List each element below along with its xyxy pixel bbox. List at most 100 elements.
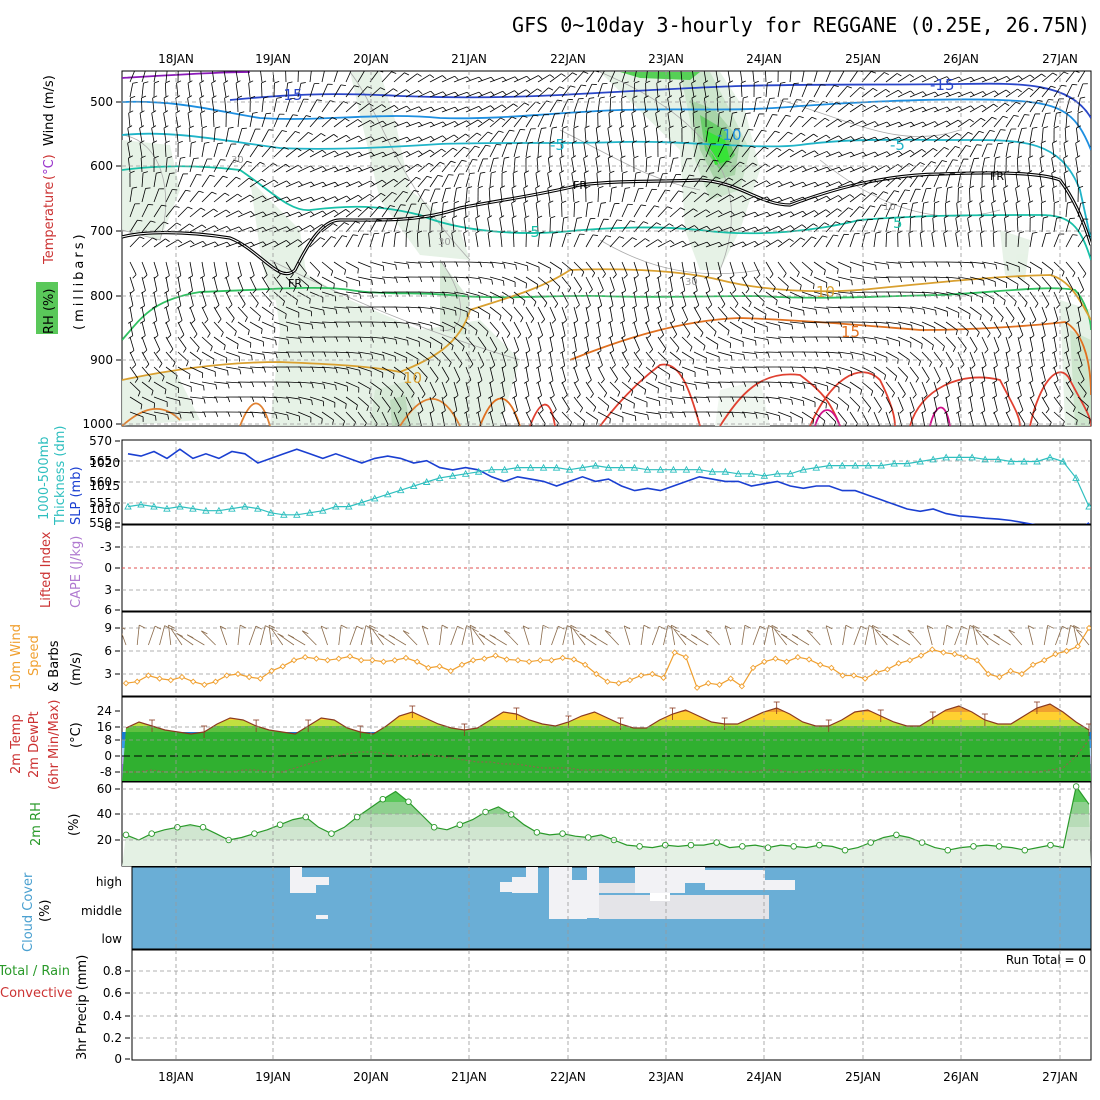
- y-tick-label: -8: [100, 765, 112, 779]
- svg-text:1000-500mb: 1000-500mb: [37, 436, 52, 520]
- y-tick-label: 0.8: [103, 964, 122, 978]
- wind-speed-point: [425, 664, 432, 672]
- wind-speed-point: [1018, 670, 1025, 678]
- thickness-point: [721, 467, 730, 475]
- y-tick-label: 9: [104, 621, 112, 635]
- y-tick-label: 900: [90, 353, 113, 367]
- wind-speed-point: [492, 652, 499, 659]
- temp2m-ylabels: 2m Temp 2m DewPt (6hr Min/Max) (°C): [9, 700, 84, 790]
- wind-speed-point: [940, 649, 947, 656]
- wind-speed-point: [1029, 661, 1037, 668]
- thickness-point: [500, 465, 509, 473]
- wind-speed-point: [380, 658, 387, 665]
- bottom-day-labels: 18JAN 19JAN 20JAN 21JAN 22JAN 23JAN 24JAN 25JAN…: [158, 1070, 1078, 1084]
- rh-point: [944, 846, 952, 854]
- thickness-point: [591, 461, 600, 469]
- svg-text:5: 5: [893, 214, 903, 232]
- chart-title: GFS 0~10day 3-hourly for REGGANE (0.25E,…: [512, 13, 1090, 37]
- thickness-point: [254, 504, 262, 512]
- thickness-point: [513, 463, 522, 471]
- thickness-point: [669, 465, 678, 473]
- y-tick-label: 6: [104, 603, 112, 617]
- thickness-point: [280, 510, 288, 518]
- thickness-point: [241, 502, 249, 510]
- svg-text:Total / Rain: Total / Rain: [0, 964, 70, 979]
- wind-speed-point: [145, 672, 152, 679]
- wind-speed-point: [234, 670, 242, 678]
- y-tick-label: 0: [104, 749, 112, 763]
- cloud-level-label: middle: [81, 904, 122, 918]
- svg-text:30: 30: [231, 155, 244, 166]
- thickness-point: [461, 469, 470, 477]
- wind-speed-point: [985, 670, 992, 678]
- wind-speed-point: [962, 653, 969, 661]
- wind-speed-point: [637, 672, 645, 679]
- wind-speed-point: [873, 669, 880, 676]
- wind-speed-point: [861, 675, 869, 682]
- rh2m-ylabels: 2m RH (%): [29, 802, 82, 846]
- y-tick-label: 565: [89, 454, 112, 468]
- svg-text:RH (%): RH (%): [42, 289, 57, 334]
- wind-speed-point: [503, 656, 510, 663]
- wind-speed-point: [1085, 624, 1091, 632]
- temp2m-panel: 24 168 0 -8: [97, 696, 1092, 782]
- upper-wind-barbs: [127, 71, 1091, 426]
- thickness-point: [1033, 457, 1041, 465]
- freezing-line: [122, 171, 1091, 276]
- rh-line: [125, 785, 1090, 851]
- wind-speed-point: [929, 646, 936, 653]
- wind-speed-point: [414, 658, 421, 665]
- y-tick-label: 600: [90, 159, 113, 173]
- cloud-ylabels: Cloud Cover (%): [21, 872, 53, 952]
- wind-speed-point: [302, 653, 309, 661]
- day-label-bottom: 22JAN: [550, 1070, 586, 1084]
- wind-speed-point: [436, 663, 443, 670]
- thickness-point: [163, 504, 171, 512]
- svg-text:(°C): (°C): [42, 154, 57, 180]
- thickness-point: [851, 461, 860, 469]
- wind-speed-point: [346, 653, 354, 660]
- wind-speed-point: [268, 667, 275, 675]
- thickness-point: [422, 478, 431, 485]
- day-label-top: 26JAN: [943, 52, 979, 66]
- day-label-bottom: 21JAN: [451, 1070, 487, 1084]
- thickness-point: [981, 455, 989, 463]
- thickness-line: [127, 456, 1090, 516]
- day-label-bottom: 24JAN: [746, 1070, 782, 1084]
- cloud-level-label: high: [96, 875, 122, 889]
- thickness-point: [1046, 453, 1054, 461]
- thickness-point: [864, 461, 872, 469]
- wind-speed-point: [817, 661, 824, 668]
- svg-text:(°C): (°C): [69, 722, 84, 748]
- thickness-point: [435, 473, 444, 481]
- wind-speed-point: [190, 678, 197, 685]
- day-label-bottom: 20JAN: [353, 1070, 389, 1084]
- svg-text:30: 30: [438, 237, 451, 248]
- rh-point: [764, 844, 772, 851]
- y-tick-label: 550: [89, 516, 112, 530]
- thickness-point: [1020, 457, 1028, 465]
- day-label-bottom: 18JAN: [158, 1070, 194, 1084]
- rh-point: [687, 841, 695, 849]
- thickness-point: [604, 463, 613, 471]
- thickness-point: [215, 506, 223, 514]
- slp-thickness-panel: 570 565 560 555 550 1020 1015 1010: [89, 434, 1092, 530]
- rh-point: [353, 813, 361, 821]
- wind-speed-point: [1007, 667, 1014, 675]
- rh-point: [148, 830, 155, 837]
- slp-tick-label: 1020: [89, 456, 120, 470]
- svg-text:3hr Precip (mm): 3hr Precip (mm): [75, 955, 90, 1060]
- day-label-bottom: 23JAN: [648, 1070, 684, 1084]
- thickness-point: [617, 463, 626, 471]
- thickness-point: [760, 471, 769, 479]
- wind-speed-point: [805, 656, 813, 663]
- wind-speed-point: [671, 649, 678, 656]
- upper-units-label: (millibars): [72, 231, 87, 330]
- wind-speed-point: [335, 655, 342, 662]
- wind-speed-point: [615, 680, 622, 687]
- svg-text:10: 10: [883, 202, 896, 213]
- wind-speed-point: [693, 684, 701, 691]
- wind-speed-point: [604, 678, 611, 685]
- rh-point: [302, 813, 310, 821]
- svg-text:Wind (m/s): Wind (m/s): [42, 75, 57, 146]
